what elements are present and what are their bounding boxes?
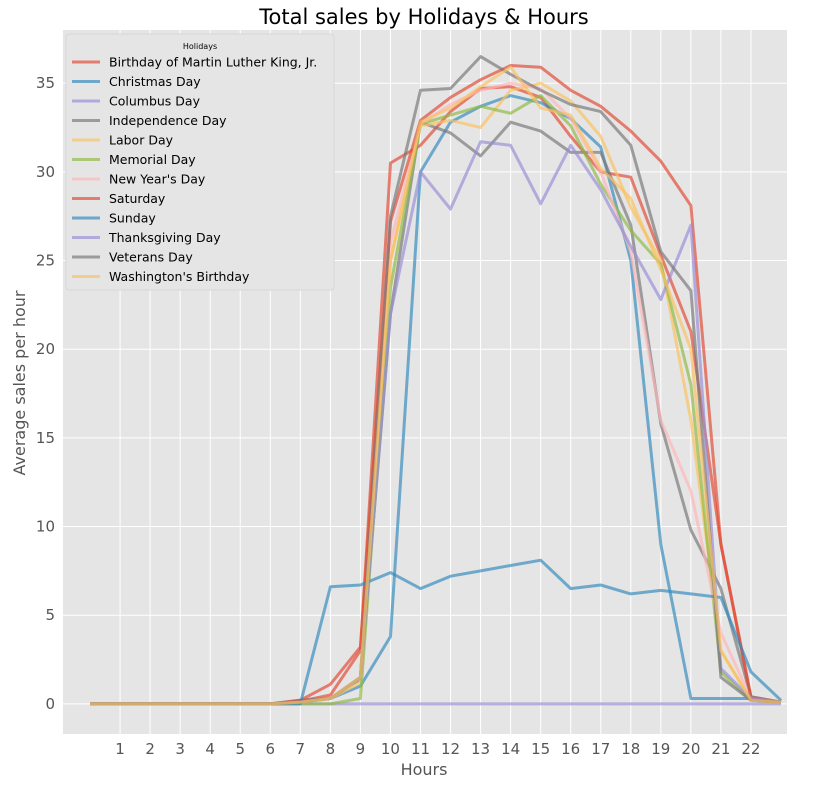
series-line	[90, 65, 782, 706]
x-tick-label: 4	[205, 740, 215, 758]
legend-box	[65, 33, 335, 291]
y-axis-label: Average sales per hour	[10, 290, 29, 475]
legend-entry-label: Labor Day	[109, 133, 174, 148]
x-tick-label: 3	[175, 740, 185, 758]
x-tick-label: 17	[591, 740, 610, 758]
x-tick-label: 19	[651, 740, 670, 758]
y-axis-ticks: 0 5 10 15 20 25 30 35	[36, 74, 55, 713]
y-tick-label: 0	[45, 695, 55, 713]
legend-entry-label: Veterans Day	[109, 250, 193, 265]
y-tick-label: 5	[45, 606, 55, 624]
y-tick-label: 20	[36, 340, 55, 358]
legend-entry-label: Independence Day	[109, 113, 227, 128]
legend-entry-label: Birthday of Martin Luther King, Jr.	[109, 55, 317, 70]
y-tick-label: 25	[36, 252, 55, 270]
x-tick-label: 1	[115, 740, 125, 758]
x-tick-label: 18	[621, 740, 640, 758]
legend-entry-label: Christmas Day	[109, 74, 201, 89]
x-tick-label: 6	[266, 740, 276, 758]
x-tick-label: 22	[741, 740, 760, 758]
x-tick-label: 7	[296, 740, 306, 758]
y-tick-label: 30	[36, 163, 55, 181]
legend-entry-label: Memorial Day	[109, 152, 196, 167]
x-tick-label: 21	[711, 740, 730, 758]
series-layer	[90, 55, 783, 706]
y-tick-label: 15	[36, 429, 55, 447]
x-tick-label: 8	[326, 740, 336, 758]
legend-title: Holidays	[183, 42, 217, 51]
legend-entry-label: New Year's Day	[109, 172, 206, 187]
x-axis-ticks: 1 2 3 4 5 6 7 8 9 10 11 12 13 14 15 16 17 18 19 20 21 22	[115, 740, 760, 758]
x-tick-label: 9	[356, 740, 366, 758]
legend-entry-label: Thanksgiving Day	[108, 230, 221, 245]
x-tick-label: 10	[381, 740, 400, 758]
chart-title: Total sales by Holidays & Hours	[258, 5, 588, 29]
x-axis-label: Hours	[401, 760, 448, 779]
legend: Holidays Birthday of Martin Luther King,…	[65, 33, 335, 291]
legend-entry-label: Sunday	[109, 211, 156, 226]
x-tick-label: 11	[411, 740, 430, 758]
x-tick-label: 13	[471, 740, 490, 758]
legend-entry-label: Columbus Day	[109, 94, 201, 109]
legend-items: Birthday of Martin Luther King, Jr. Chris…	[72, 55, 317, 284]
legend-entry-label: Washington's Birthday	[109, 269, 250, 284]
x-tick-label: 20	[681, 740, 700, 758]
legend-entry-label: Saturday	[109, 191, 166, 206]
y-tick-label: 35	[36, 74, 55, 92]
x-tick-label: 16	[561, 740, 580, 758]
x-tick-label: 14	[501, 740, 520, 758]
x-tick-label: 5	[235, 740, 245, 758]
x-tick-label: 12	[441, 740, 460, 758]
x-tick-label: 15	[531, 740, 550, 758]
y-tick-label: 10	[36, 518, 55, 536]
x-tick-label: 2	[145, 740, 155, 758]
